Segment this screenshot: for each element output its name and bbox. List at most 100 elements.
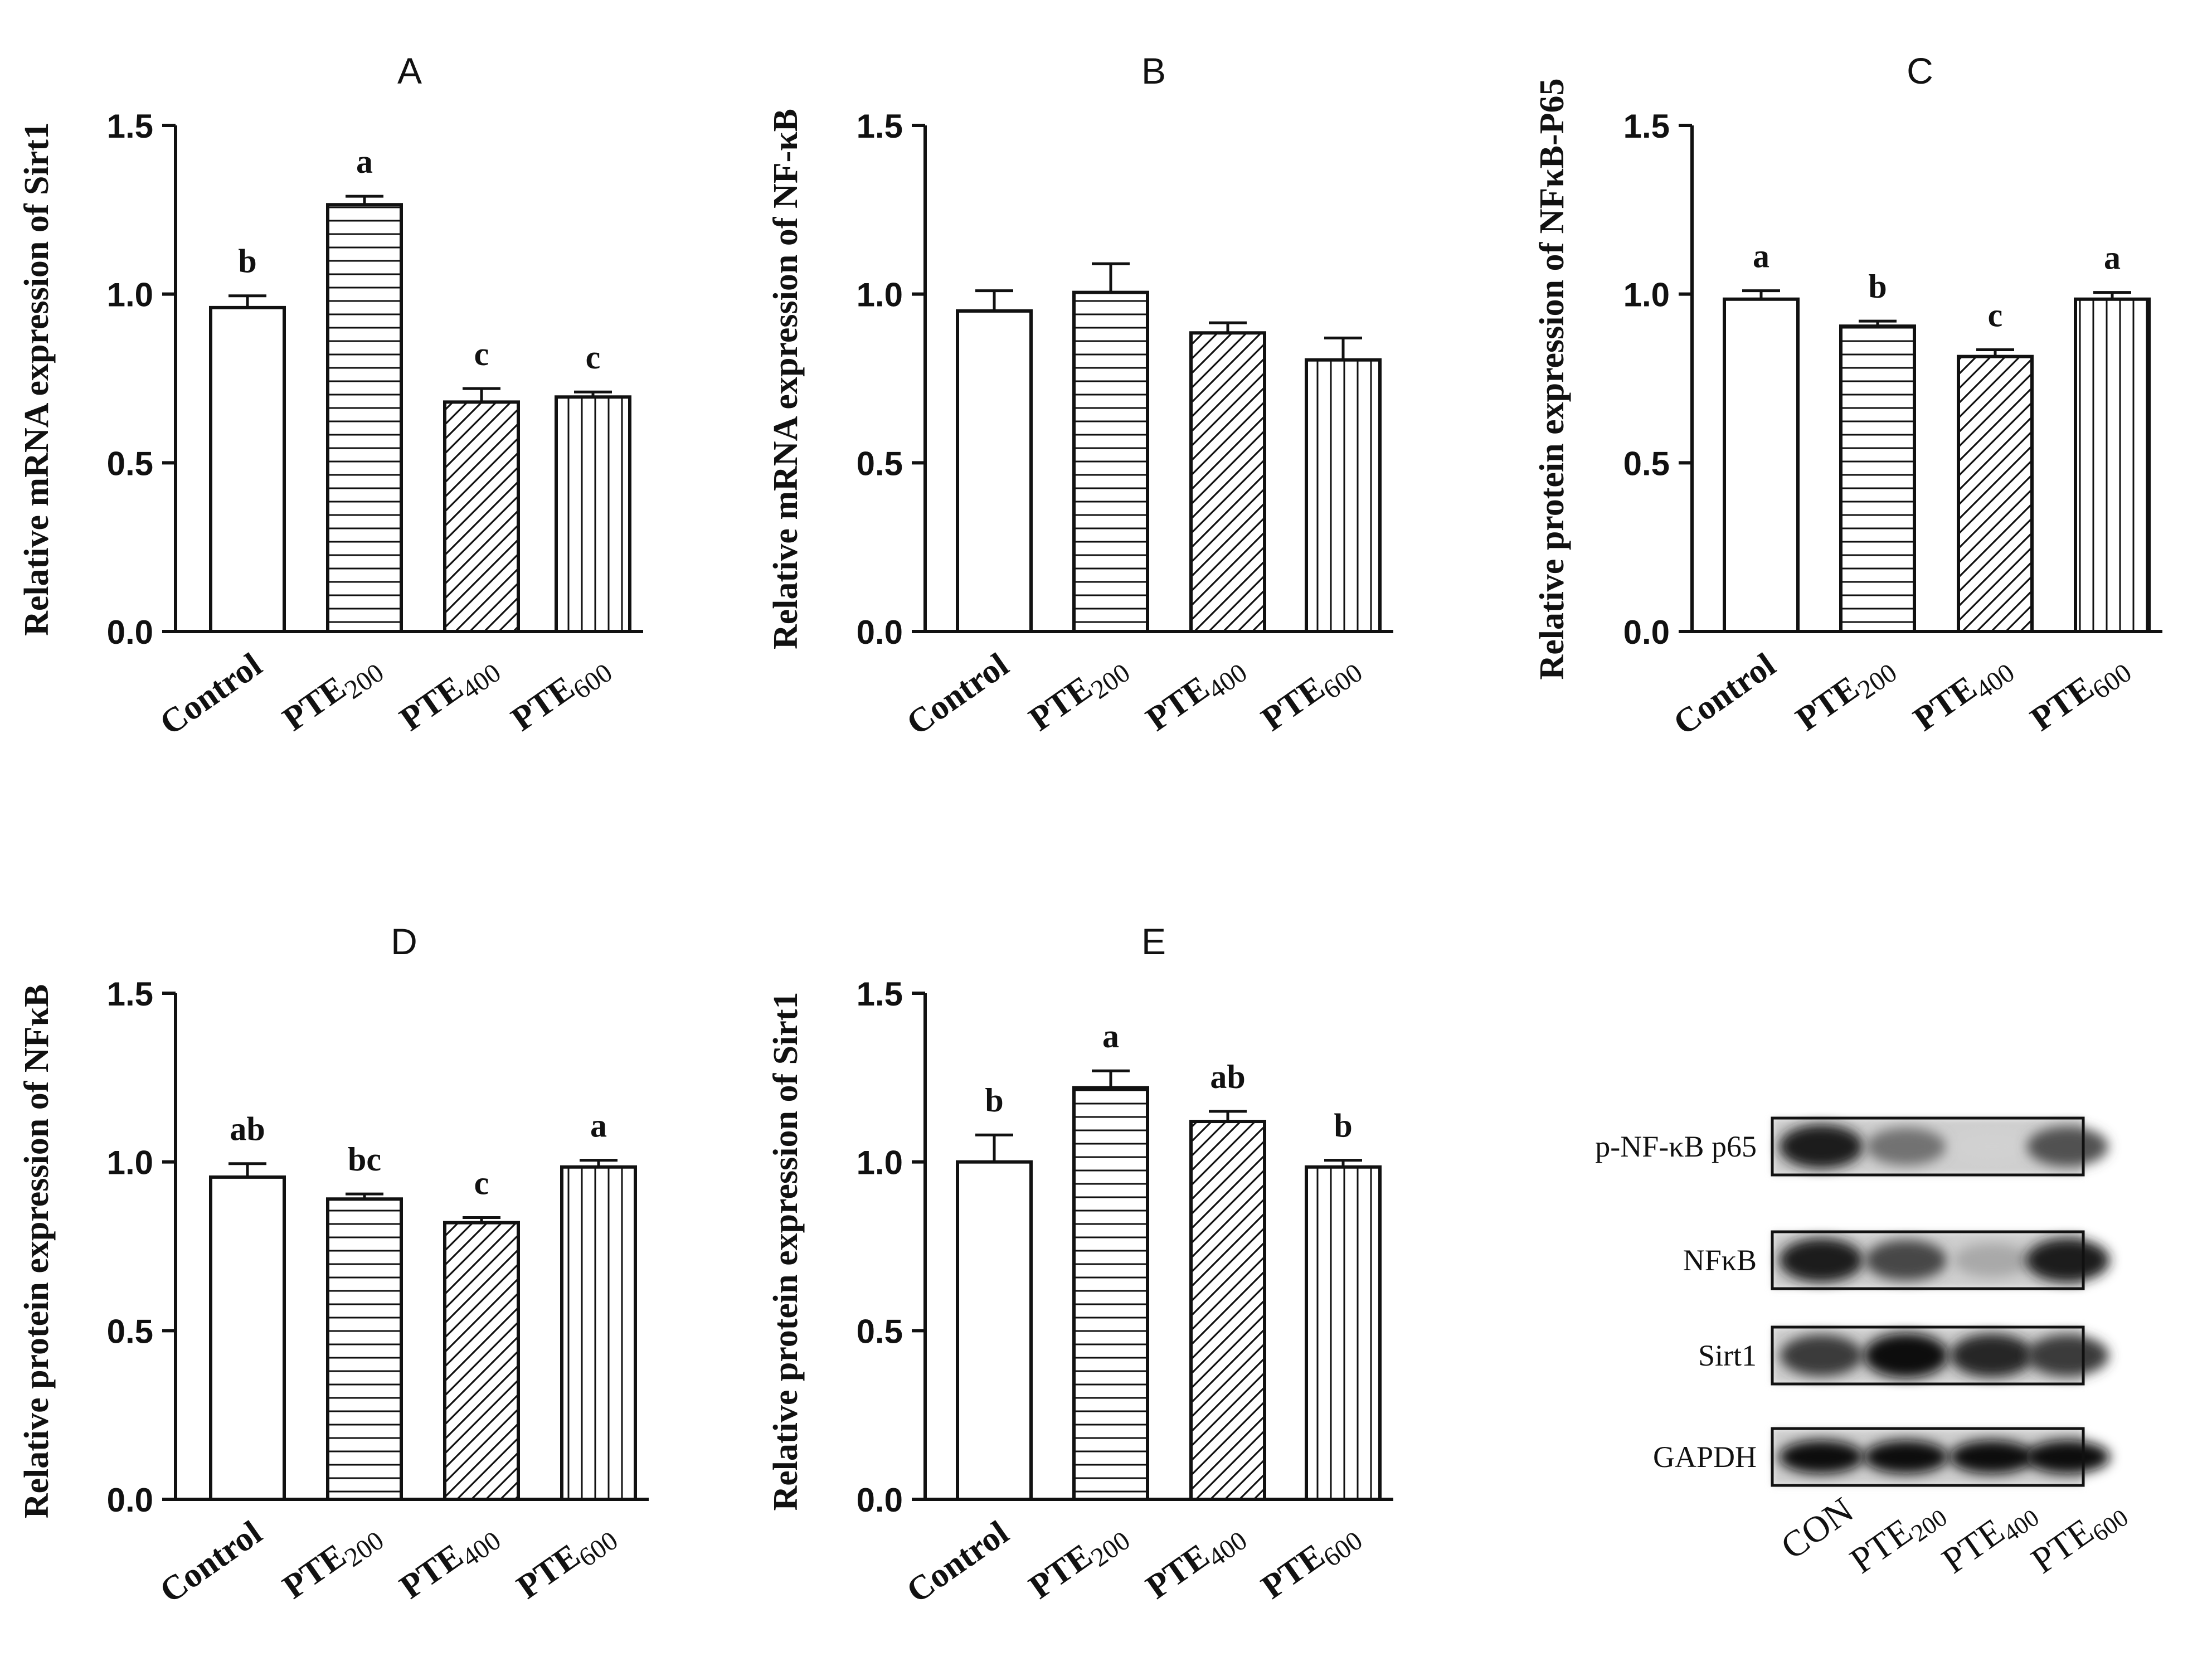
x-tick-label: Control bbox=[900, 646, 1015, 743]
blot-band bbox=[1864, 1440, 1948, 1474]
significance-letter: b bbox=[1334, 1107, 1352, 1144]
y-tick-label: 0.0 bbox=[107, 614, 153, 651]
x-tick-label: PTE600 bbox=[1255, 646, 1368, 744]
x-tick-label: Control bbox=[153, 1514, 269, 1611]
x-tick-label: PTE200 bbox=[1789, 646, 1902, 744]
x-tick-label: PTE400 bbox=[1139, 1514, 1252, 1611]
bar bbox=[209, 305, 286, 633]
blot-row-label: p-NF-κB p65 bbox=[1595, 1130, 1757, 1163]
significance-letter: c bbox=[474, 336, 489, 372]
significance-letter: ab bbox=[1210, 1058, 1245, 1095]
x-tick-label: PTE400 bbox=[393, 646, 506, 744]
panel-b-chart: B Relative mRNA expression of NF-κB 0.0 0.5… bbox=[767, 50, 1393, 744]
y-tick-label: 1.5 bbox=[1623, 108, 1670, 145]
blot-row-label: NFκB bbox=[1683, 1243, 1757, 1277]
bar bbox=[326, 1197, 403, 1502]
significance-letter: c bbox=[1988, 297, 2003, 334]
bar bbox=[1189, 331, 1266, 633]
y-axis-label: Relative protein expression of Sirt1 bbox=[767, 992, 805, 1510]
western-blot-panel: p-NF-κB p65NFκBSirt1GAPDHCONPTE200PTE400… bbox=[1595, 1116, 2133, 1585]
x-tick-label: Control bbox=[900, 1514, 1015, 1611]
bar bbox=[1957, 354, 2034, 633]
bar bbox=[326, 203, 403, 633]
bar bbox=[209, 1175, 286, 1502]
blot-row: GAPDH bbox=[1653, 1427, 2110, 1487]
panel-e-chart: E Relative protein expression of Sirt1 0.0… bbox=[767, 921, 1393, 1611]
bar bbox=[443, 1221, 520, 1502]
blot-band bbox=[2027, 1126, 2108, 1167]
bar bbox=[1723, 297, 1800, 633]
y-tick-label: 1.0 bbox=[1623, 276, 1670, 314]
blot-lane-label: PTE600 bbox=[2024, 1489, 2133, 1585]
x-tick-label: PTE200 bbox=[1022, 1514, 1135, 1611]
y-axis-label: Relative protein expression of NFκB-P65 bbox=[1533, 78, 1571, 679]
significance-letter: c bbox=[586, 339, 601, 376]
blot-band bbox=[1866, 1128, 1946, 1165]
y-tick-label: 0.5 bbox=[857, 1313, 903, 1350]
y-tick-label: 0.5 bbox=[857, 445, 903, 482]
blot-band bbox=[2025, 1238, 2110, 1283]
y-tick-label: 1.5 bbox=[857, 975, 903, 1013]
blot-row-label: GAPDH bbox=[1653, 1440, 1757, 1474]
x-tick-label: Control bbox=[1667, 646, 1782, 743]
blot-band bbox=[1954, 1131, 2030, 1162]
blot-band bbox=[1780, 1334, 1863, 1377]
bar bbox=[1072, 1086, 1149, 1501]
significance-letter: a bbox=[590, 1107, 607, 1144]
blot-band bbox=[1953, 1243, 2030, 1277]
y-tick-label: 1.5 bbox=[107, 975, 153, 1013]
significance-letter: ab bbox=[230, 1111, 265, 1148]
bar bbox=[1305, 358, 1382, 633]
bar bbox=[956, 309, 1033, 633]
significance-letter: b bbox=[238, 243, 256, 280]
blot-band bbox=[1864, 1333, 1948, 1378]
blot-lane-label: PTE200 bbox=[1843, 1489, 1952, 1585]
y-tick-label: 1.5 bbox=[857, 108, 903, 145]
x-tick-label: PTE400 bbox=[393, 1514, 506, 1611]
blot-row-label: Sirt1 bbox=[1698, 1339, 1757, 1372]
significance-letter: c bbox=[474, 1165, 489, 1202]
x-tick-label: PTE200 bbox=[276, 646, 389, 744]
y-tick-label: 1.0 bbox=[857, 1144, 903, 1182]
chart-title: C bbox=[1907, 50, 1933, 91]
blot-band bbox=[1950, 1334, 2034, 1377]
y-tick-label: 0.0 bbox=[857, 614, 903, 651]
y-tick-label: 0.5 bbox=[107, 1313, 153, 1350]
blot-band bbox=[1779, 1440, 1864, 1474]
blot-frame bbox=[1771, 1116, 2085, 1177]
blot-frame bbox=[1771, 1230, 2085, 1290]
chart-title: E bbox=[1141, 921, 1166, 962]
y-tick-label: 0.0 bbox=[107, 1481, 153, 1519]
significance-letter: b bbox=[985, 1082, 1003, 1119]
x-tick-label: PTE600 bbox=[1255, 1514, 1368, 1611]
panel-c-chart: C Relative protein expression of NFκB-P65… bbox=[1533, 50, 2162, 744]
significance-letter: a bbox=[2104, 240, 2121, 276]
significance-letter: bc bbox=[348, 1141, 381, 1178]
y-tick-label: 1.5 bbox=[107, 108, 153, 145]
bar bbox=[1305, 1165, 1382, 1501]
significance-letter: b bbox=[1868, 268, 1887, 305]
significance-letter: a bbox=[1102, 1018, 1119, 1055]
x-tick-label: PTE600 bbox=[504, 646, 618, 744]
significance-letter: a bbox=[1753, 238, 1769, 275]
y-axis-label: Relative mRNA expression of Sirt1 bbox=[18, 122, 56, 636]
blot-row: p-NF-κB p65 bbox=[1595, 1116, 2108, 1177]
bar bbox=[956, 1160, 1033, 1502]
blot-band bbox=[1950, 1440, 2034, 1474]
bar bbox=[560, 1165, 637, 1501]
y-axis-label: Relative protein expression of NFκB bbox=[18, 984, 56, 1519]
chart-title: D bbox=[391, 921, 417, 962]
bar bbox=[1839, 324, 1916, 633]
bar bbox=[555, 395, 631, 633]
bar bbox=[443, 400, 520, 634]
blot-lane-label: PTE400 bbox=[1935, 1489, 2044, 1585]
panel-d-chart: D Relative protein expression of NFκB 0.0 0… bbox=[18, 921, 649, 1611]
y-tick-label: 0.5 bbox=[1623, 445, 1670, 482]
x-tick-label: PTE400 bbox=[1139, 646, 1252, 744]
blot-row: Sirt1 bbox=[1698, 1325, 2109, 1386]
y-tick-label: 1.0 bbox=[857, 276, 903, 314]
blot-band bbox=[2025, 1440, 2110, 1474]
chart-title: A bbox=[397, 50, 422, 91]
y-tick-label: 1.0 bbox=[107, 276, 153, 314]
chart-title: B bbox=[1141, 50, 1166, 91]
